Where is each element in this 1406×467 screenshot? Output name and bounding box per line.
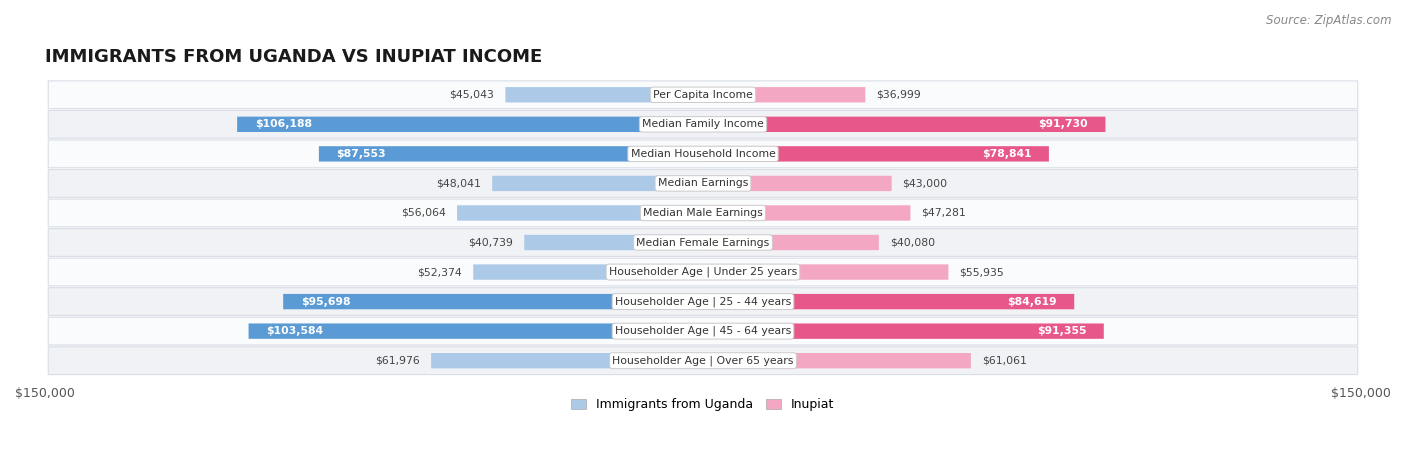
FancyBboxPatch shape xyxy=(505,87,703,102)
FancyBboxPatch shape xyxy=(48,81,1358,109)
FancyBboxPatch shape xyxy=(432,353,703,368)
Text: $87,553: $87,553 xyxy=(336,149,387,159)
FancyBboxPatch shape xyxy=(48,258,1358,286)
FancyBboxPatch shape xyxy=(319,146,703,162)
FancyBboxPatch shape xyxy=(703,264,949,280)
FancyBboxPatch shape xyxy=(703,87,865,102)
Legend: Immigrants from Uganda, Inupiat: Immigrants from Uganda, Inupiat xyxy=(567,393,839,416)
FancyBboxPatch shape xyxy=(238,117,703,132)
FancyBboxPatch shape xyxy=(703,205,911,220)
Text: Median Household Income: Median Household Income xyxy=(630,149,776,159)
Text: $91,730: $91,730 xyxy=(1038,120,1088,129)
Text: $36,999: $36,999 xyxy=(876,90,921,100)
Text: $43,000: $43,000 xyxy=(903,178,948,188)
FancyBboxPatch shape xyxy=(703,176,891,191)
Text: $78,841: $78,841 xyxy=(981,149,1032,159)
FancyBboxPatch shape xyxy=(48,288,1358,316)
Text: $61,976: $61,976 xyxy=(375,356,420,366)
Text: $55,935: $55,935 xyxy=(959,267,1004,277)
FancyBboxPatch shape xyxy=(474,264,703,280)
FancyBboxPatch shape xyxy=(703,146,1049,162)
Text: $103,584: $103,584 xyxy=(266,326,323,336)
Text: $61,061: $61,061 xyxy=(981,356,1026,366)
Text: $47,281: $47,281 xyxy=(921,208,966,218)
FancyBboxPatch shape xyxy=(703,353,972,368)
Text: $40,739: $40,739 xyxy=(468,238,513,248)
Text: $91,355: $91,355 xyxy=(1036,326,1087,336)
Text: Householder Age | Over 65 years: Householder Age | Over 65 years xyxy=(612,355,794,366)
Text: $48,041: $48,041 xyxy=(436,178,481,188)
FancyBboxPatch shape xyxy=(48,317,1358,345)
FancyBboxPatch shape xyxy=(457,205,703,220)
FancyBboxPatch shape xyxy=(703,235,879,250)
FancyBboxPatch shape xyxy=(703,117,1105,132)
Text: $56,064: $56,064 xyxy=(401,208,446,218)
FancyBboxPatch shape xyxy=(524,235,703,250)
Text: Source: ZipAtlas.com: Source: ZipAtlas.com xyxy=(1267,14,1392,27)
FancyBboxPatch shape xyxy=(48,110,1358,138)
FancyBboxPatch shape xyxy=(492,176,703,191)
FancyBboxPatch shape xyxy=(48,170,1358,197)
Text: IMMIGRANTS FROM UGANDA VS INUPIAT INCOME: IMMIGRANTS FROM UGANDA VS INUPIAT INCOME xyxy=(45,48,543,66)
Text: $52,374: $52,374 xyxy=(418,267,463,277)
Text: $84,619: $84,619 xyxy=(1007,297,1057,307)
Text: Householder Age | 25 - 44 years: Householder Age | 25 - 44 years xyxy=(614,297,792,307)
Text: $45,043: $45,043 xyxy=(450,90,495,100)
FancyBboxPatch shape xyxy=(48,347,1358,375)
Text: Median Family Income: Median Family Income xyxy=(643,120,763,129)
FancyBboxPatch shape xyxy=(48,199,1358,227)
Text: Median Female Earnings: Median Female Earnings xyxy=(637,238,769,248)
FancyBboxPatch shape xyxy=(48,140,1358,168)
FancyBboxPatch shape xyxy=(703,324,1104,339)
Text: $95,698: $95,698 xyxy=(301,297,350,307)
Text: Per Capita Income: Per Capita Income xyxy=(652,90,754,100)
Text: Median Male Earnings: Median Male Earnings xyxy=(643,208,763,218)
Text: Householder Age | 45 - 64 years: Householder Age | 45 - 64 years xyxy=(614,326,792,336)
Text: Householder Age | Under 25 years: Householder Age | Under 25 years xyxy=(609,267,797,277)
FancyBboxPatch shape xyxy=(283,294,703,309)
Text: Median Earnings: Median Earnings xyxy=(658,178,748,188)
FancyBboxPatch shape xyxy=(703,294,1074,309)
FancyBboxPatch shape xyxy=(249,324,703,339)
FancyBboxPatch shape xyxy=(48,229,1358,256)
Text: $40,080: $40,080 xyxy=(890,238,935,248)
Text: $106,188: $106,188 xyxy=(254,120,312,129)
